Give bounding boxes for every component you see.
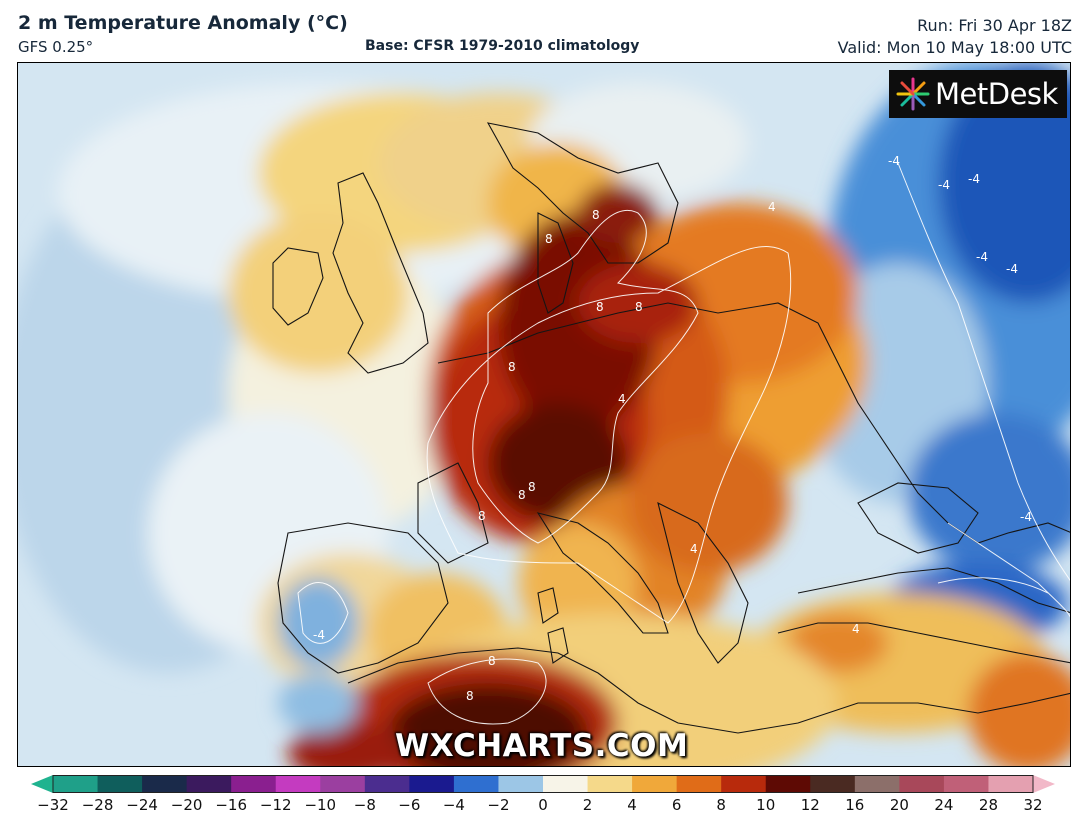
colorbar-tick-label: −32	[37, 796, 69, 814]
colorbar-segment	[142, 775, 188, 793]
colorbar-segment	[899, 775, 945, 793]
colorbar-segment	[97, 775, 143, 793]
valid-time-label: Valid: Mon 10 May 18:00 UTC	[837, 38, 1072, 57]
colorbar-segment	[231, 775, 277, 793]
colorbar-segment	[53, 775, 99, 793]
contour-label: -4	[313, 628, 325, 642]
colorbar-segment	[676, 775, 722, 793]
anomaly-map-canvas: 8 8 8 8 8 8 8 8 8 8 4 4 4 4 -4 -4 -4 -4 …	[18, 63, 1070, 766]
colorbar-segment	[320, 775, 366, 793]
contour-label: -4	[938, 178, 950, 192]
colorbar-tick-label: −4	[442, 796, 465, 814]
colorbar-tick-label: −20	[170, 796, 203, 814]
wxcharts-watermark: WXCHARTS.COM	[395, 728, 689, 764]
contour-label: 8	[478, 509, 486, 523]
colorbar-tick-label: 0	[538, 796, 548, 814]
colorbar-tick-label: 24	[934, 796, 954, 814]
logo-text: MetDesk	[935, 77, 1058, 111]
colorbar-segment	[721, 775, 767, 793]
colorbar-tick-label: −10	[304, 796, 337, 814]
colorbar-tick-label: −2	[487, 796, 510, 814]
contour-label: 8	[518, 488, 526, 502]
contour-label: -4	[1020, 510, 1032, 524]
contour-labels: 8 8 8 8 8 8 8 8 8 8 4 4 4 4 -4 -4 -4 -4 …	[313, 154, 1032, 703]
colorbar-tick-label: 8	[716, 796, 726, 814]
colorbar-segment	[364, 775, 410, 793]
colorbar-tick-label: −12	[259, 796, 292, 814]
colorbar-tick-label: −16	[215, 796, 247, 814]
contour-label: -4	[888, 154, 900, 168]
anomaly-map[interactable]: 8 8 8 8 8 8 8 8 8 8 4 4 4 4 -4 -4 -4 -4 …	[17, 62, 1071, 767]
colorbar	[31, 775, 1055, 793]
contour-label: 8	[508, 360, 516, 374]
colorbar-tick-label: 6	[671, 796, 682, 814]
colorbar-min-arrow	[31, 775, 53, 793]
contour-label: 8	[466, 689, 474, 703]
colorbar-segment	[988, 775, 1034, 793]
colorbar-segment	[587, 775, 633, 793]
contour-label: -4	[976, 250, 988, 264]
colorbar-segment	[765, 775, 811, 793]
colorbar-segment	[453, 775, 499, 793]
colorbar-tick-label: 2	[582, 796, 593, 814]
colorbar-segment	[498, 775, 544, 793]
colorbar-segment	[186, 775, 232, 793]
colorbar-tick-label: −8	[353, 796, 376, 814]
colorbar-segment	[854, 775, 900, 793]
contour-label: 8	[545, 232, 553, 246]
contour-label: 4	[852, 622, 860, 636]
colorbar-tick-label: 12	[800, 796, 820, 814]
contour-label: 4	[768, 200, 776, 214]
climatology-base-label: Base: CFSR 1979-2010 climatology	[365, 38, 640, 54]
contour-label: 8	[592, 208, 600, 222]
colorbar-tick-labels: −32 −28 −24 −20 −16 −12 −10 −8 −6 −4 −2 0 2 4 6 8 10 12 16…	[0, 796, 1088, 820]
contour-label: 4	[618, 392, 626, 406]
colorbar-segment	[632, 775, 678, 793]
metdesk-logo: MetDesk	[889, 70, 1067, 118]
contour-label: 4	[690, 542, 698, 556]
colorbar-tick-label: −6	[398, 796, 421, 814]
colorbar-segment	[275, 775, 321, 793]
colorbar-tick-label: 20	[889, 796, 909, 814]
contour-label: 8	[488, 654, 496, 668]
chart-title: 2 m Temperature Anomaly (°C)	[18, 12, 348, 34]
colorbar-tick-label: 16	[845, 796, 865, 814]
colorbar-segment	[943, 775, 989, 793]
colorbar-tick-label: −28	[81, 796, 114, 814]
contour-label: -4	[968, 172, 980, 186]
colorbar-segment	[810, 775, 856, 793]
contour-label: 8	[596, 300, 604, 314]
run-time-label: Run: Fri 30 Apr 18Z	[917, 16, 1072, 35]
contour-label: 8	[635, 300, 643, 314]
contour-label: 8	[528, 480, 536, 494]
colorbar-segment	[543, 775, 589, 793]
colorbar-tick-label: 4	[627, 796, 637, 814]
colorbar-segment	[409, 775, 455, 793]
colorbar-tick-label: 10	[756, 796, 776, 814]
colorbar-max-arrow	[1033, 775, 1055, 793]
contour-label: -4	[1006, 262, 1018, 276]
model-label: GFS 0.25°	[18, 38, 94, 56]
metdesk-starburst-icon	[896, 77, 930, 111]
colorbar-tick-label: 32	[1023, 796, 1043, 814]
colorbar-tick-label: −24	[126, 796, 158, 814]
colorbar-tick-label: 28	[978, 796, 998, 814]
